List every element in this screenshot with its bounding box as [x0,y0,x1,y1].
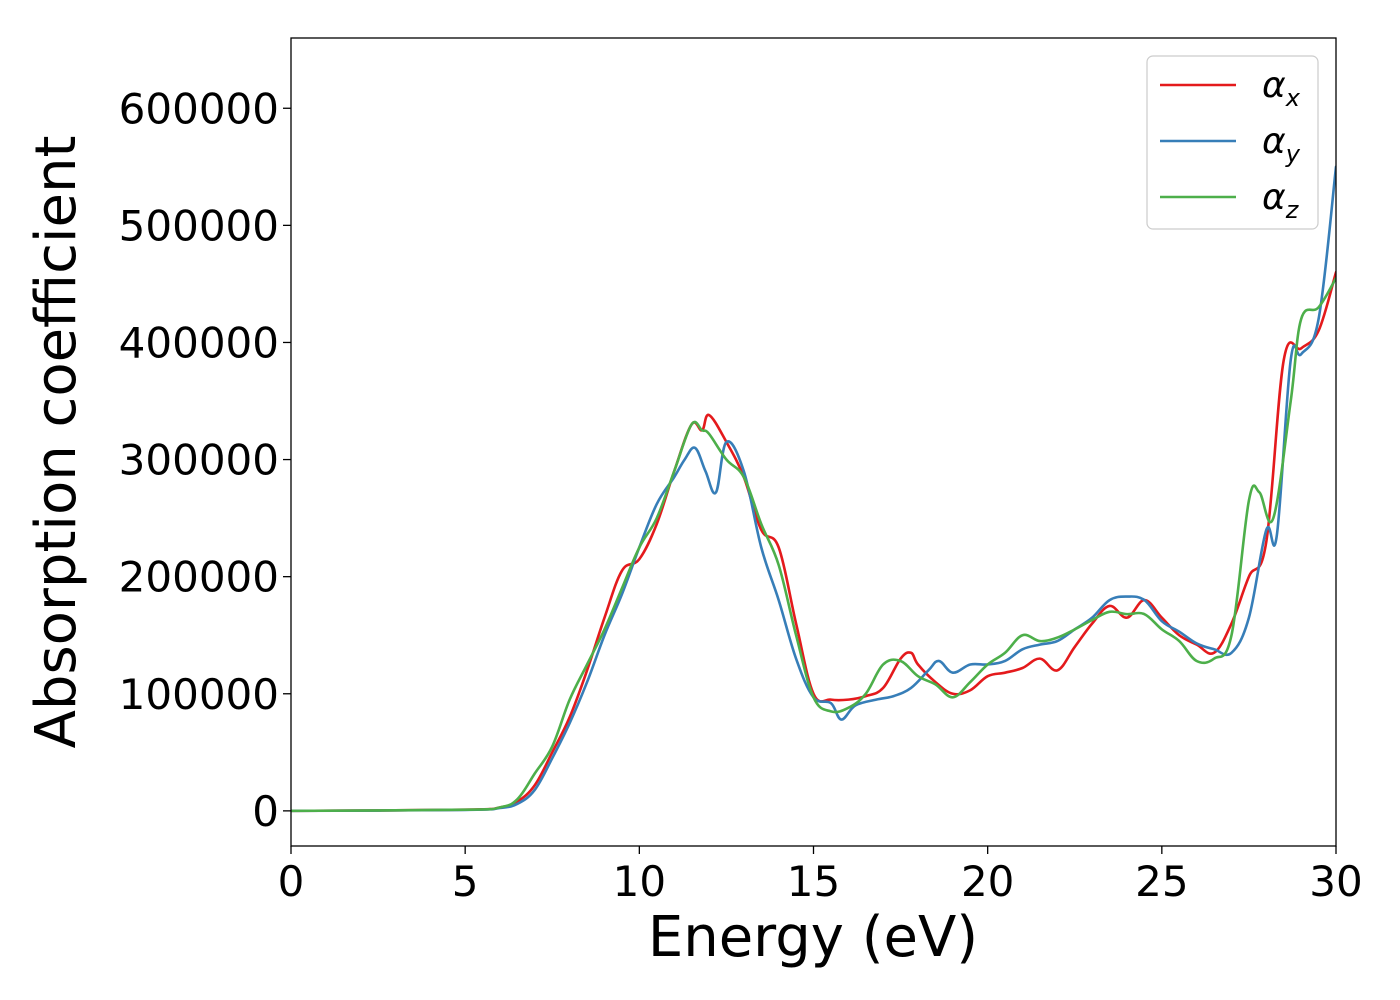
y-tick-label: 400000 [119,318,279,367]
legend-label-main: α [1262,121,1286,162]
legend-label-subscript: z [1285,196,1300,224]
x-tick-label: 20 [961,857,1014,906]
legend-frame [1146,55,1319,230]
x-axis-title: Energy (eV) [648,905,978,970]
x-tick-label: 15 [787,857,840,906]
legend-label-alpha-z: αz [1262,177,1300,224]
x-tick-label: 30 [1309,857,1362,906]
y-tick-label: 600000 [119,84,279,133]
legend-label-alpha-x: αx [1262,65,1301,112]
x-tick-label: 25 [1135,857,1188,906]
y-tick-label: 0 [252,787,279,836]
x-tick-label: 0 [278,857,305,906]
y-tick-label: 300000 [119,436,279,485]
legend-label-alpha-y: αy [1262,121,1301,168]
y-tick-label: 100000 [119,670,279,719]
legend-label-subscript: x [1285,84,1301,112]
series-line-alpha-x [291,270,1336,813]
y-tick-label: 500000 [119,201,279,250]
x-tick-label: 10 [613,857,666,906]
legend-label-main: α [1262,177,1286,218]
y-axis-title: Absorption coefficient [24,136,89,749]
series-line-alpha-y [291,165,1336,813]
legend-label-main: α [1262,65,1286,106]
y-tick-label: 200000 [119,553,279,602]
x-tick-label: 5 [452,857,479,906]
legend-label-subscript: y [1285,140,1301,168]
series-line-alpha-z [291,276,1336,813]
